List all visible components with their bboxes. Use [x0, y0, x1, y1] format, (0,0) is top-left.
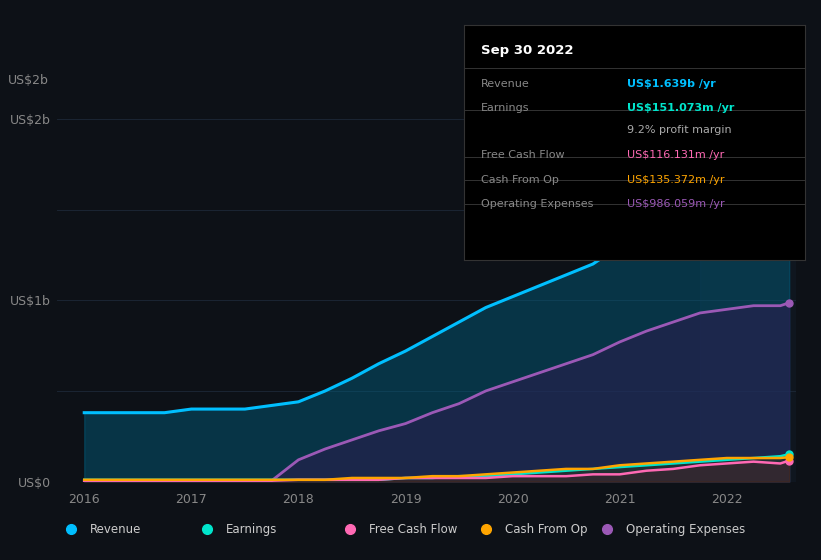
Text: Earnings: Earnings [481, 103, 530, 113]
Text: Earnings: Earnings [226, 522, 277, 536]
Text: Sep 30 2022: Sep 30 2022 [481, 44, 573, 57]
Text: Revenue: Revenue [481, 80, 530, 89]
Text: US$2b: US$2b [8, 74, 49, 87]
Text: US$1.639b /yr: US$1.639b /yr [627, 80, 716, 89]
Text: US$135.372m /yr: US$135.372m /yr [627, 175, 725, 185]
Text: US$986.059m /yr: US$986.059m /yr [627, 199, 725, 209]
Text: Cash From Op: Cash From Op [481, 175, 559, 185]
Text: US$116.131m /yr: US$116.131m /yr [627, 150, 725, 160]
Text: US$151.073m /yr: US$151.073m /yr [627, 103, 735, 113]
Bar [700, 101, 821, 482]
Text: Free Cash Flow: Free Cash Flow [369, 522, 457, 536]
Text: Cash From Op: Cash From Op [505, 522, 587, 536]
Text: 9.2% profit margin: 9.2% profit margin [627, 125, 732, 135]
Text: Operating Expenses: Operating Expenses [626, 522, 745, 536]
Text: Revenue: Revenue [89, 522, 141, 536]
Text: Operating Expenses: Operating Expenses [481, 199, 594, 209]
Text: Free Cash Flow: Free Cash Flow [481, 150, 565, 160]
